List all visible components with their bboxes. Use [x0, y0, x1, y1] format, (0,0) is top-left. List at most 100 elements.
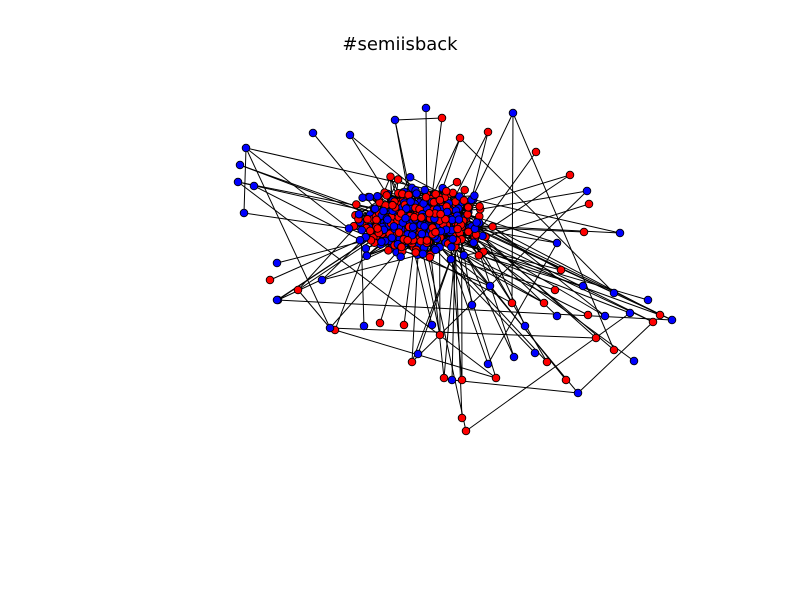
graph-node-red: [463, 203, 473, 212]
graph-edge: [442, 137, 461, 189]
graph-node-red: [265, 275, 275, 285]
graph-node-red: [411, 248, 420, 257]
graph-edge: [487, 242, 558, 365]
graph-node-red: [425, 208, 434, 218]
graph-node-blue: [530, 348, 540, 358]
graph-node-blue: [308, 128, 318, 138]
graph-node-blue: [379, 206, 388, 216]
graph-edge: [460, 224, 621, 234]
graph-node-blue: [408, 222, 418, 232]
graph-node-blue: [472, 218, 481, 227]
graph-node-red: [550, 285, 560, 295]
graph-node-blue: [241, 143, 251, 153]
graph-edge: [470, 131, 489, 201]
graph-node-blue: [239, 208, 249, 218]
graph-node-blue: [447, 242, 456, 252]
graph-node-red: [457, 375, 467, 385]
graph-node-red: [491, 373, 501, 383]
graph-node-red: [488, 222, 497, 231]
graph-edge: [443, 245, 456, 379]
graph-node-blue: [643, 295, 653, 305]
graph-node-blue: [454, 215, 464, 224]
graph-node-blue: [344, 224, 354, 233]
graph-node-red: [531, 147, 541, 157]
graph-node-blue: [373, 192, 382, 201]
graph-edge: [459, 232, 635, 362]
graph-node-red: [417, 213, 426, 222]
graph-edge: [470, 112, 514, 201]
graph-node-blue: [420, 222, 429, 231]
graph-node-red: [461, 426, 471, 436]
graph-node-blue: [625, 308, 635, 318]
graph-node-blue: [552, 311, 562, 321]
graph-node-blue: [427, 320, 437, 330]
graph-node-red: [403, 236, 412, 245]
graph-node-red: [425, 253, 435, 262]
graph-node-blue: [412, 189, 421, 198]
graph-edge: [461, 239, 473, 306]
graph-edge: [297, 289, 331, 329]
graph-edge: [450, 258, 556, 291]
graph-node-blue: [362, 251, 372, 260]
graph-node-red: [655, 310, 665, 320]
graph-node-blue: [325, 323, 335, 333]
graph-node-blue: [578, 281, 588, 291]
graph-node-blue: [405, 172, 415, 182]
graph-edge: [321, 253, 424, 281]
graph-edge: [451, 246, 456, 381]
graph-node-blue: [459, 251, 469, 260]
graph-node-blue: [469, 238, 478, 247]
graph-node-red: [382, 191, 391, 200]
graph-node-red: [436, 209, 445, 219]
graph-node-red: [372, 215, 381, 225]
graph-node-blue: [361, 244, 371, 253]
graph-node-red: [442, 186, 451, 196]
graph-node-red: [583, 310, 593, 320]
graph-node-blue: [483, 359, 493, 369]
graph-node-blue: [446, 254, 456, 264]
graph-node-blue: [406, 197, 415, 206]
graph-node-red: [609, 345, 619, 355]
graph-node-red: [388, 200, 397, 210]
graph-node-red: [421, 192, 431, 202]
graph-node-red: [437, 113, 447, 123]
graph-node-red: [459, 196, 469, 205]
graph-edge: [237, 181, 497, 379]
graph-node-red: [435, 195, 445, 205]
graph-node-blue: [431, 245, 440, 255]
graph-node-red: [293, 285, 303, 295]
graph-node-blue: [396, 252, 405, 261]
graph-node-blue: [420, 185, 429, 195]
graph-node-blue: [509, 352, 519, 362]
graph-node-red: [431, 227, 440, 237]
graph-node-red: [565, 170, 575, 180]
graph-node-blue: [272, 258, 282, 268]
graph-node-blue: [377, 237, 386, 247]
graph-node-red: [397, 242, 406, 252]
graph-edge: [439, 246, 491, 287]
graph-node-red: [394, 228, 404, 237]
graph-edge: [379, 256, 402, 324]
graph-node-blue: [365, 192, 374, 202]
graph-node-blue: [418, 249, 428, 259]
graph-node-blue: [354, 209, 364, 219]
graph-edge: [512, 112, 615, 351]
graph-edge: [424, 240, 467, 432]
graph-edge: [467, 213, 661, 316]
graph-node-blue: [421, 103, 431, 113]
graph-node-blue: [249, 181, 259, 191]
graph-edge: [458, 224, 654, 323]
graph-edge: [297, 221, 361, 291]
graph-edge: [245, 147, 331, 329]
graph-node-blue: [272, 295, 282, 305]
graph-node-red: [393, 175, 403, 184]
graph-node-red: [453, 224, 462, 234]
graph-node-blue: [233, 177, 243, 187]
graph-node-red: [373, 224, 382, 233]
graph-edge: [465, 312, 631, 432]
graph-node-blue: [485, 281, 495, 291]
graph-node-red: [556, 265, 566, 275]
graph-node-blue: [508, 108, 518, 118]
graph-node-red: [363, 214, 372, 224]
graph-node-red: [507, 298, 517, 308]
